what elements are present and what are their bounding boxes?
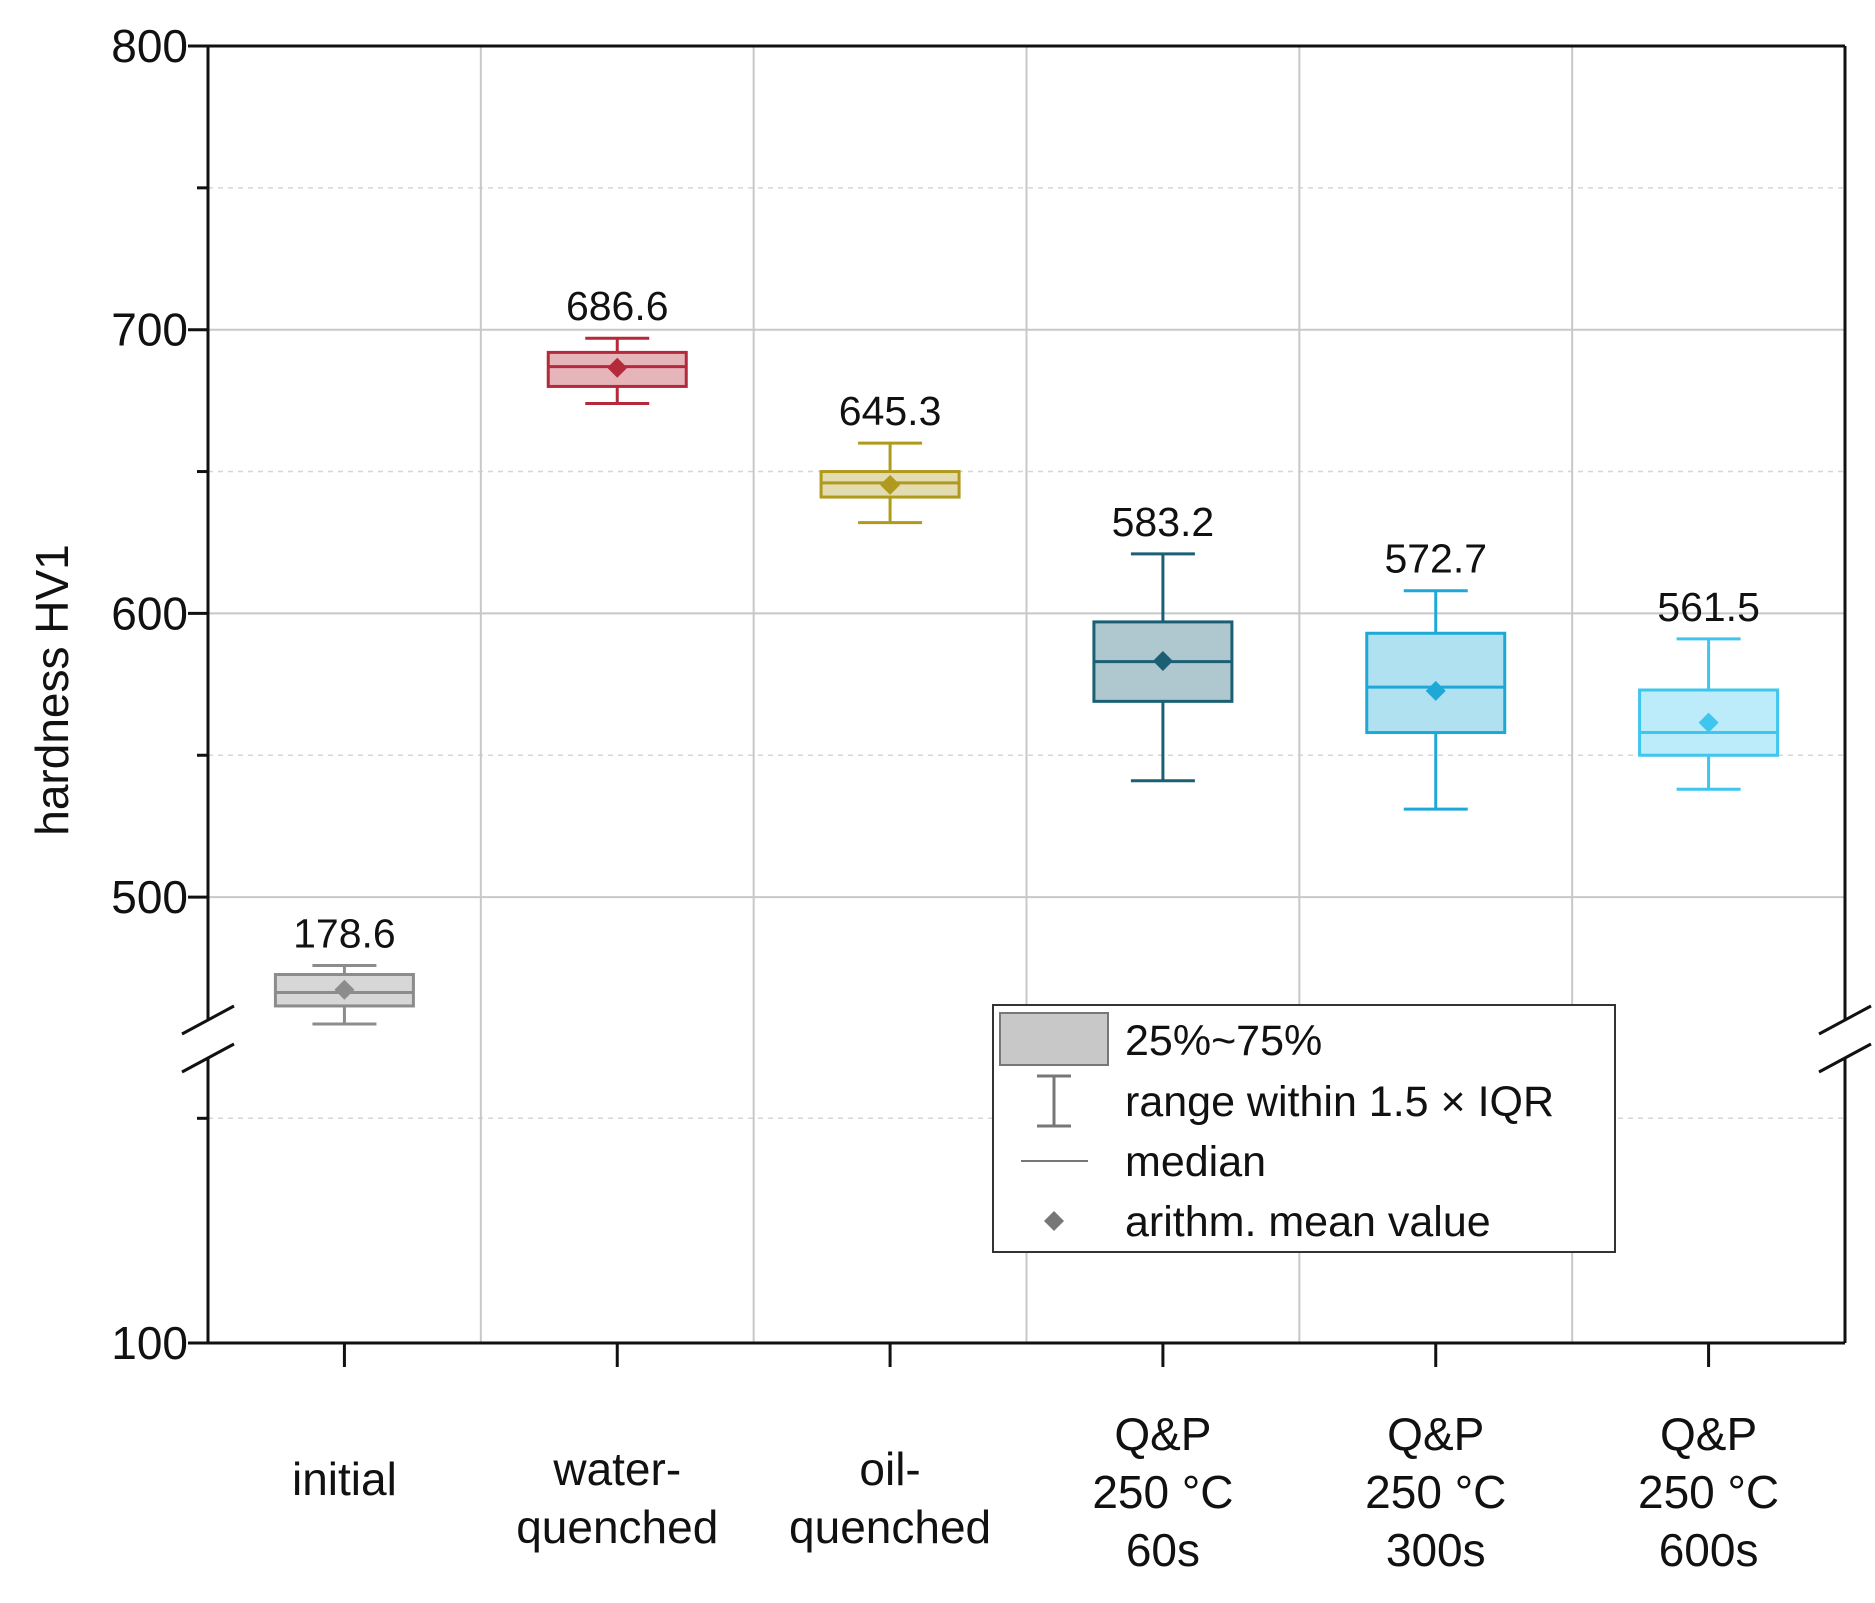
category-label: quenched (789, 1501, 991, 1553)
mean-diamond (334, 979, 355, 1000)
mean-value-label: 583.2 (1112, 499, 1215, 545)
category-label: quenched (516, 1501, 718, 1553)
y-tick-label: 500 (111, 871, 188, 923)
category-label: oil- (859, 1443, 920, 1495)
category-label: 300s (1386, 1524, 1486, 1576)
legend-label: median (1125, 1138, 1266, 1186)
y-axis-title: hardness HV1 (26, 544, 78, 836)
y-tick-label: 100 (111, 1317, 188, 1369)
box-group: 583.2 (1092, 499, 1234, 783)
legend-label: 25%~75% (1125, 1017, 1322, 1065)
mean-diamond (880, 474, 901, 495)
box-group: 178.6 (273, 911, 415, 1026)
box-group: 572.7 (1365, 536, 1507, 811)
mean-diamond (1152, 651, 1173, 672)
mean-value-label: 686.6 (566, 283, 669, 329)
mean-value-label: 178.6 (293, 911, 396, 957)
category-label: Q&P (1114, 1408, 1211, 1460)
mean-value-label: 645.3 (839, 388, 942, 434)
category-label: initial (292, 1453, 397, 1505)
category-label: Q&P (1387, 1408, 1484, 1460)
boxes: 178.6 686.6 645.3 583.2 572.7 561.5 (273, 283, 1780, 1026)
y-tick-label: 700 (111, 304, 188, 356)
category-label: 600s (1659, 1524, 1759, 1576)
box-group: 686.6 (546, 283, 688, 405)
mean-diamond (607, 357, 628, 378)
box-group: 645.3 (819, 388, 961, 525)
category-label: 250 °C (1092, 1466, 1233, 1518)
legend-box-symbol (999, 1012, 1109, 1066)
axis-break-mark-right (1818, 1004, 1872, 1036)
category-label: 250 °C (1365, 1466, 1506, 1518)
axis-break-mark-left (181, 1042, 235, 1074)
mean-value-label: 572.7 (1384, 536, 1487, 582)
axis-break-mark-right (1818, 1042, 1872, 1074)
legend: 25%~75% range within 1.5 × IQR median arith… (992, 1004, 1616, 1253)
category-label: water- (552, 1443, 681, 1495)
category-label: Q&P (1660, 1408, 1757, 1460)
category-label: 60s (1126, 1524, 1200, 1576)
mean-diamond (1698, 712, 1719, 733)
legend-mean-symbol (1044, 1211, 1064, 1231)
y-tick-label: 800 (111, 20, 188, 72)
box-group: 561.5 (1638, 584, 1780, 791)
category-label: 250 °C (1638, 1466, 1779, 1518)
mean-diamond (1425, 680, 1446, 701)
mean-value-label: 561.5 (1657, 584, 1760, 630)
y-tick-label: 600 (111, 587, 188, 639)
axes: initial water-quenched oil-quenched Q&P 250 … (111, 20, 1872, 1576)
axis-break-mark-left (181, 1004, 235, 1036)
legend-label: range within 1.5 × IQR (1125, 1078, 1554, 1126)
legend-label: arithm. mean value (1125, 1198, 1491, 1246)
